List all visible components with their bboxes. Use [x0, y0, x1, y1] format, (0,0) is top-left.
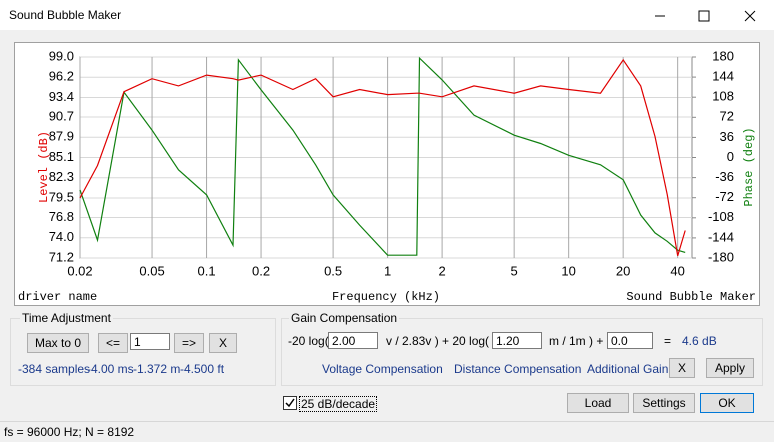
y2-tick-label: -108 — [708, 209, 734, 224]
button[interactable]: Load — [567, 393, 629, 413]
chart: Level (dB) Phase (deg) Frequency (kHz) d… — [14, 42, 760, 306]
button[interactable]: <= — [98, 333, 128, 353]
y2-tick-label: 108 — [712, 89, 734, 104]
y2-tick-label: 72 — [720, 109, 734, 124]
button[interactable]: Apply — [706, 358, 754, 378]
checkbox-label[interactable]: 25 dB/decade — [299, 396, 378, 412]
delay-ft: -4.500 ft — [180, 362, 225, 376]
formula-text: v / 2.83v ) + 20 log( — [386, 334, 490, 348]
checkbox-box[interactable] — [283, 396, 297, 410]
checkbox[interactable] — [283, 396, 297, 410]
y2-tick-label: -72 — [715, 189, 734, 204]
window-controls[interactable] — [650, 8, 770, 24]
spin-box[interactable]: 2.00 — [328, 332, 378, 349]
y2-tick-label: 0 — [727, 149, 734, 164]
y-tick-label: 71.2 — [49, 249, 74, 264]
button[interactable]: X — [669, 358, 695, 378]
y-tick-label: 74.0 — [49, 229, 74, 244]
title-bar: Sound Bubble Maker — [0, 0, 774, 30]
spin-box[interactable]: 0.0 — [607, 332, 653, 349]
x-tick-label: 5 — [511, 263, 518, 278]
spin-box[interactable]: 1.20 — [492, 332, 542, 349]
y2-tick-label: 144 — [712, 69, 734, 84]
group-title: Gain Compensation — [289, 311, 400, 325]
x-tick-label: 20 — [616, 263, 630, 278]
y-tick-label: 79.5 — [49, 189, 74, 204]
button[interactable]: OK — [700, 393, 754, 413]
time-adjustment-group — [10, 318, 276, 386]
x-tick-label: 0.5 — [324, 263, 342, 278]
y2-axis-label: Phase (deg) — [742, 127, 756, 206]
delay-m: -1.372 m — [133, 362, 181, 376]
formula-text: -20 log( — [288, 334, 329, 348]
close[interactable] — [744, 10, 756, 22]
y2-tick-label: 36 — [720, 129, 734, 144]
x-tick-label: 0.1 — [198, 263, 216, 278]
link-label[interactable]: Additional Gain — [587, 362, 669, 376]
data-line — [79, 58, 686, 256]
left-note: driver name — [18, 290, 97, 304]
button[interactable]: X — [209, 333, 237, 353]
y-axis-label: Level (dB) — [37, 131, 51, 203]
checkmark — [285, 398, 295, 408]
gain-result: 4.6 dB — [682, 334, 717, 348]
y-tick-label: 85.1 — [49, 149, 74, 164]
status-bar: fs = 96000 Hz; N = 8192 — [0, 421, 774, 442]
formula-text: m / 1m ) + — [549, 334, 604, 348]
right-note: Sound Bubble Maker — [626, 290, 756, 304]
button[interactable]: => — [174, 333, 204, 353]
window-title: Sound Bubble Maker — [9, 8, 122, 22]
y2-tick-label: -180 — [708, 249, 734, 264]
status-text: fs = 96000 Hz; N = 8192 — [4, 425, 135, 439]
link-label[interactable]: Distance Compensation — [454, 362, 582, 376]
button[interactable]: Max to 0 — [27, 333, 89, 353]
y-tick-label: 96.2 — [49, 69, 74, 84]
link-label[interactable]: Voltage Compensation — [322, 362, 443, 376]
y-tick-label: 99.0 — [49, 48, 74, 63]
x-tick-label: 10 — [561, 263, 575, 278]
gain-compensation-group — [281, 318, 763, 386]
x-axis-label: Frequency (kHz) — [332, 290, 440, 304]
delay-ms: -4.00 ms — [87, 362, 134, 376]
x-tick-label: 0.2 — [252, 263, 270, 278]
x-tick-label: 40 — [670, 263, 684, 278]
spin-box[interactable]: 1 — [130, 333, 170, 350]
x-tick-label: 1 — [384, 263, 391, 278]
samples: -384 samples — [18, 362, 91, 376]
button[interactable]: Settings — [633, 393, 695, 413]
y-tick-label: 93.4 — [49, 89, 74, 104]
group-title: Time Adjustment — [20, 311, 113, 325]
y2-tick-label: -36 — [715, 169, 734, 184]
data-line — [79, 56, 686, 256]
y-tick-label: 90.7 — [49, 108, 74, 123]
x-tick-label: 2 — [438, 263, 445, 278]
y-tick-label: 87.9 — [49, 129, 74, 144]
x-tick-label: 0.02 — [67, 263, 92, 278]
maximize[interactable] — [698, 10, 710, 22]
y2-tick-label: 180 — [712, 48, 734, 63]
x-tick-label: 0.05 — [139, 263, 164, 278]
y-tick-label: 82.3 — [49, 169, 74, 184]
chart-border — [14, 42, 760, 306]
y-tick-label: 76.8 — [49, 209, 74, 224]
formula-text: = — [664, 334, 672, 348]
y2-tick-label: -144 — [708, 229, 734, 244]
